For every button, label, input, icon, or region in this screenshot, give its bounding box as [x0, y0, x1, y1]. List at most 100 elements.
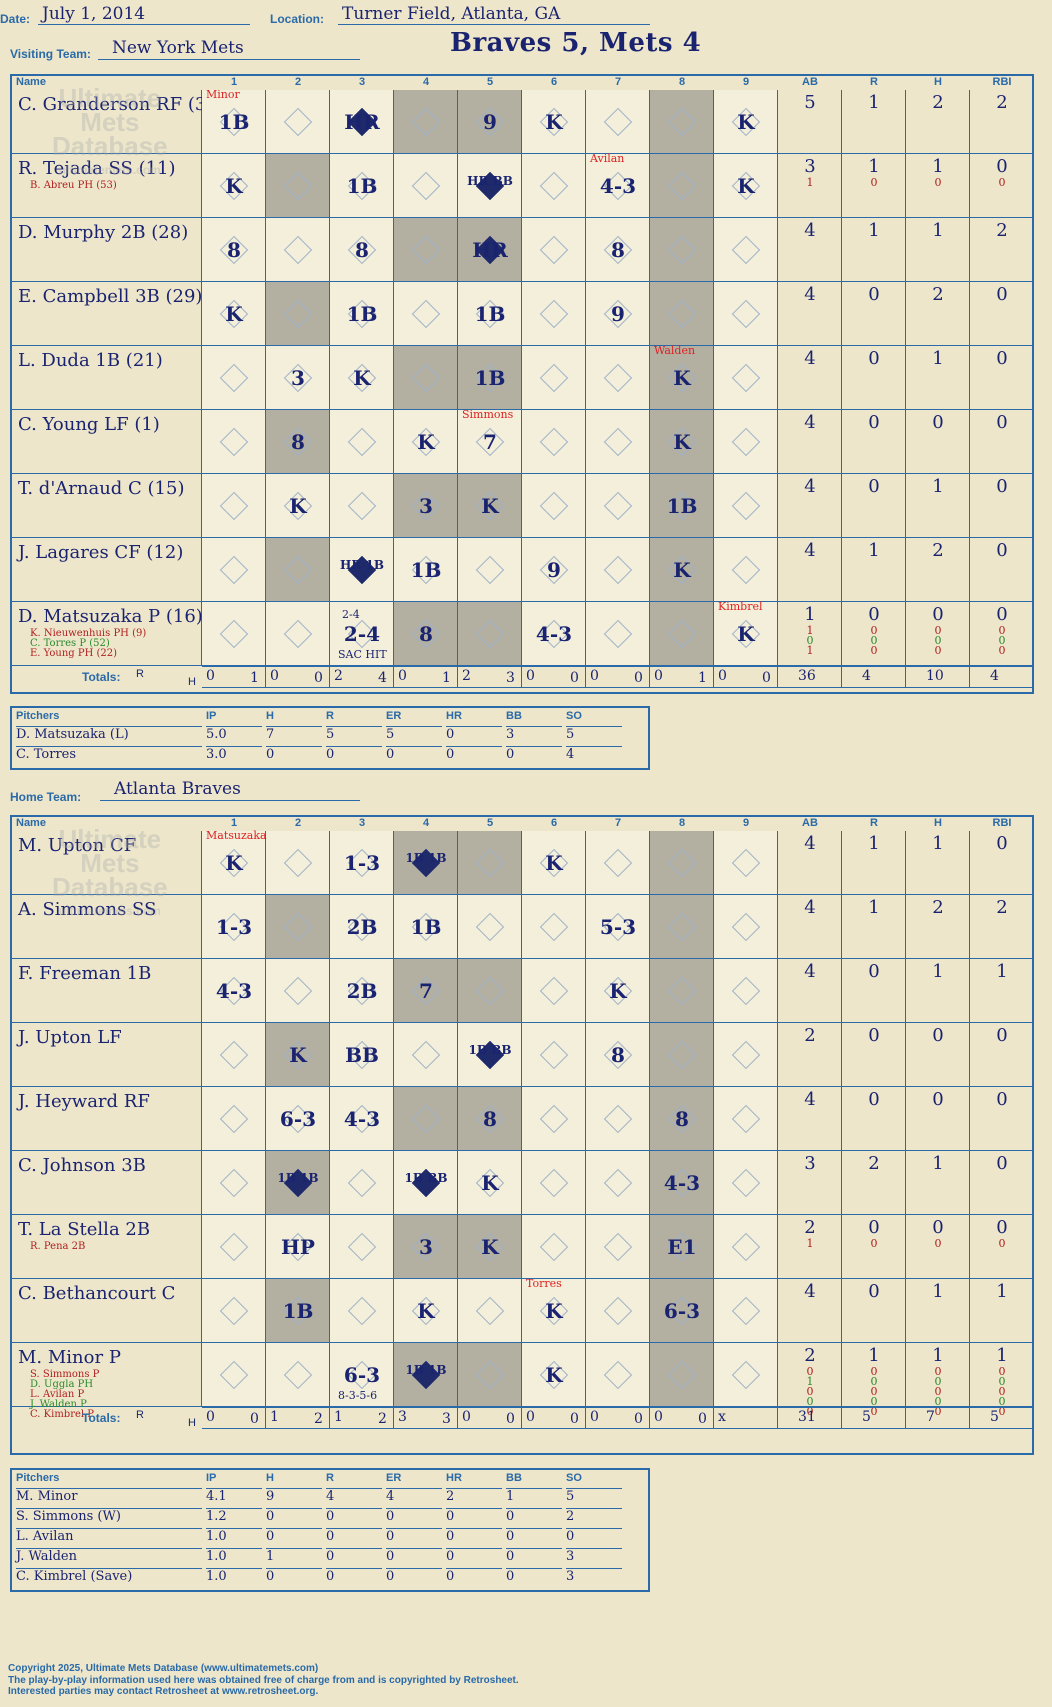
play-cell	[714, 90, 778, 154]
inning-total-cell	[330, 666, 394, 688]
inning-total-hits: 0	[570, 1411, 579, 1427]
inning-header-3: 3	[358, 817, 366, 829]
pitcher-header-pitchers: Pitchers	[16, 710, 60, 722]
play-result: 9	[547, 558, 561, 582]
sub-stat: 0	[998, 1385, 1006, 1398]
pitcher-stat: 3	[566, 1548, 622, 1564]
batter-row	[12, 602, 202, 666]
inning-total-runs: 0	[462, 1409, 471, 1425]
watermark: Ultimate Mets Database ultimatemets.com	[52, 826, 168, 923]
pitcher-stat: 0	[446, 1548, 502, 1564]
sub-stat: 0	[806, 1365, 814, 1378]
stat-rbi: 0	[996, 476, 1008, 497]
inning-header-7: 7	[614, 76, 622, 88]
batter-row	[12, 1087, 202, 1151]
play-result: 6-3	[279, 1107, 317, 1131]
stat-cell	[906, 282, 970, 346]
inning-total-runs: 0	[206, 668, 215, 684]
stat-cell	[970, 1087, 1034, 1151]
play-result: K	[225, 174, 243, 198]
play-result: K	[481, 494, 499, 518]
inning-total-cell	[650, 666, 714, 688]
sub-stat: 1	[806, 1375, 814, 1388]
play-cell	[650, 1023, 714, 1087]
play-result: HR BB	[467, 174, 513, 188]
inning-total-runs: 3	[398, 1409, 407, 1425]
stat-rbi: 0	[996, 604, 1008, 625]
total-rbi: 5	[990, 1409, 999, 1425]
inning-total-hits: 0	[250, 1411, 259, 1427]
totals-r-label: R	[136, 1409, 144, 1421]
play-cell	[458, 602, 522, 666]
stat-cell	[970, 1343, 1034, 1407]
pitcher-stat: 1	[266, 1548, 322, 1564]
play-cell	[458, 1087, 522, 1151]
stat-r: 1	[868, 540, 880, 561]
play-cell	[650, 90, 714, 154]
inning-total-runs: 2	[334, 668, 343, 684]
play-cell	[586, 1151, 650, 1215]
total-stat-cell	[906, 1407, 970, 1429]
play-cell	[650, 538, 714, 602]
date-label: Date:	[0, 12, 31, 26]
pitcher-stat: 5	[566, 726, 622, 742]
watermark-line: ultimatemets.com	[58, 163, 161, 177]
pitcher-stat: 0	[386, 746, 442, 762]
pitcher-stat: 0	[266, 746, 322, 762]
pitching-change-note: Simmons	[462, 408, 514, 421]
stat-cell	[906, 1215, 970, 1279]
inning-total-cell	[266, 1407, 330, 1429]
play-result: 4-3	[343, 1107, 381, 1131]
play-cell	[522, 282, 586, 346]
stat-h: 0	[932, 412, 944, 433]
play-cell	[714, 1151, 778, 1215]
play-cell	[202, 1343, 266, 1407]
sub-stat: 1	[806, 644, 814, 657]
play-result: 3	[419, 1235, 433, 1259]
play-cell	[330, 1279, 394, 1343]
play-result: K	[289, 494, 307, 518]
stat-r: 0	[868, 348, 880, 369]
totals-r-label: R	[136, 668, 144, 680]
inning-total-hits: 3	[442, 1411, 451, 1427]
stat-cell	[842, 959, 906, 1023]
sub-batter-name: R. Pena 2B	[30, 1241, 86, 1252]
play-cell	[202, 410, 266, 474]
batter-row	[12, 346, 202, 410]
play-result: 4-3	[215, 979, 253, 1003]
batter-row	[12, 538, 202, 602]
stat-cell	[842, 895, 906, 959]
batter-row	[12, 282, 202, 346]
batter-name: J. Upton LF	[18, 1027, 122, 1048]
totals-label: Totals:	[82, 670, 121, 684]
sub-stat: 1	[806, 176, 814, 189]
inning-total-hits: 2	[314, 1411, 323, 1427]
play-cell	[586, 1343, 650, 1407]
inning-total-hits: 3	[506, 670, 515, 686]
name-header: Name	[16, 817, 46, 829]
play-cell	[394, 602, 458, 666]
stat-cell	[970, 895, 1034, 959]
batter-row	[12, 895, 202, 959]
play-cell	[330, 895, 394, 959]
stat-cell	[778, 90, 842, 154]
inning-total-cell	[202, 1407, 266, 1429]
stat-cell	[842, 154, 906, 218]
stat-cell	[842, 1087, 906, 1151]
pitcher-header-r: R	[326, 710, 334, 722]
stat-cell	[906, 831, 970, 895]
play-cell	[586, 1279, 650, 1343]
play-cell	[714, 1215, 778, 1279]
inning-header-2: 2	[294, 817, 302, 829]
stat-rbi: 1	[996, 1345, 1008, 1366]
play-cell	[202, 1087, 266, 1151]
sub-stat: 0	[998, 634, 1006, 647]
play-cell	[714, 474, 778, 538]
stat-cell	[842, 831, 906, 895]
stat-header-h: H	[934, 817, 942, 829]
total-h: 7	[926, 1409, 935, 1425]
sub-stat: 0	[870, 1385, 878, 1398]
stat-rbi: 0	[996, 1217, 1008, 1238]
inning-total-runs: 0	[398, 668, 407, 684]
pitcher-stat: 0	[326, 1548, 382, 1564]
